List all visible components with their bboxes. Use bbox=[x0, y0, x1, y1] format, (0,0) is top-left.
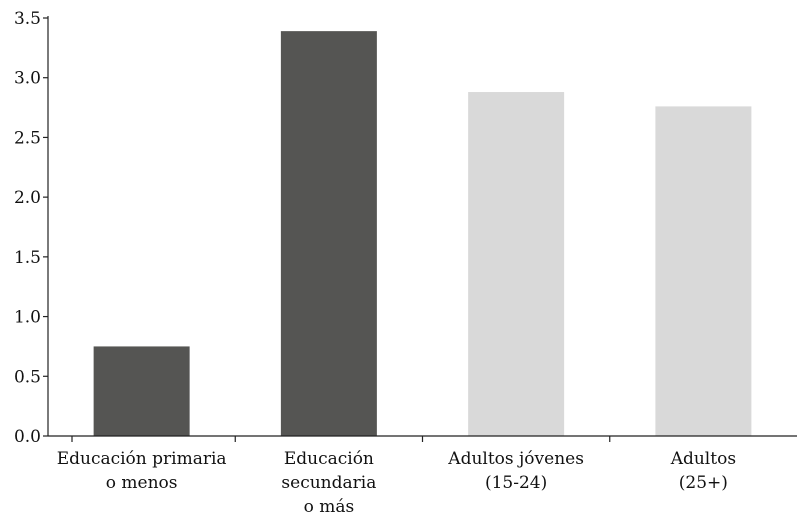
axes-group bbox=[47, 16, 797, 442]
x-category-label-line: secundaria bbox=[281, 473, 376, 493]
x-category-label-line: o más bbox=[304, 497, 355, 517]
x-category-label-line: Educación bbox=[284, 449, 374, 469]
x-category-label-line: (15-24) bbox=[485, 473, 547, 493]
x-category-label-line: (25+) bbox=[679, 473, 728, 493]
x-category-label-line: o menos bbox=[106, 473, 178, 493]
y-tick-label: 3.0 bbox=[14, 69, 41, 89]
x-category-label-line: Educación primaria bbox=[57, 449, 227, 469]
y-tick-label: 1.5 bbox=[14, 248, 41, 268]
x-labels-group: Educación primaria o menos Educación secund… bbox=[57, 449, 736, 517]
y-tick-label: 1.0 bbox=[14, 308, 41, 328]
x-category-label-line: Adultos bbox=[670, 449, 736, 469]
x-category-label-2: Educación secundaria o más bbox=[281, 449, 376, 517]
bar-4 bbox=[655, 106, 752, 437]
x-category-label-1: Educación primaria o menos bbox=[57, 449, 227, 493]
x-category-label-3: Adultos jóvenes (15-24) bbox=[447, 449, 584, 493]
y-tick-label: 0.0 bbox=[14, 427, 41, 447]
y-ticks-group: 0.0 0.5 1.0 1.5 2.0 2.5 3.0 3.5 bbox=[14, 9, 48, 447]
x-category-label-4: Adultos (25+) bbox=[670, 449, 736, 493]
y-tick-label: 2.0 bbox=[14, 188, 41, 208]
bars-group bbox=[93, 31, 752, 437]
y-tick-label: 2.5 bbox=[14, 128, 41, 148]
bar-2 bbox=[280, 31, 377, 436]
bar-3 bbox=[468, 92, 565, 436]
x-category-label-line: Adultos jóvenes bbox=[447, 449, 584, 469]
y-tick-label: 3.5 bbox=[14, 9, 41, 29]
y-tick-label: 0.5 bbox=[14, 367, 41, 387]
bar-1 bbox=[93, 346, 190, 436]
